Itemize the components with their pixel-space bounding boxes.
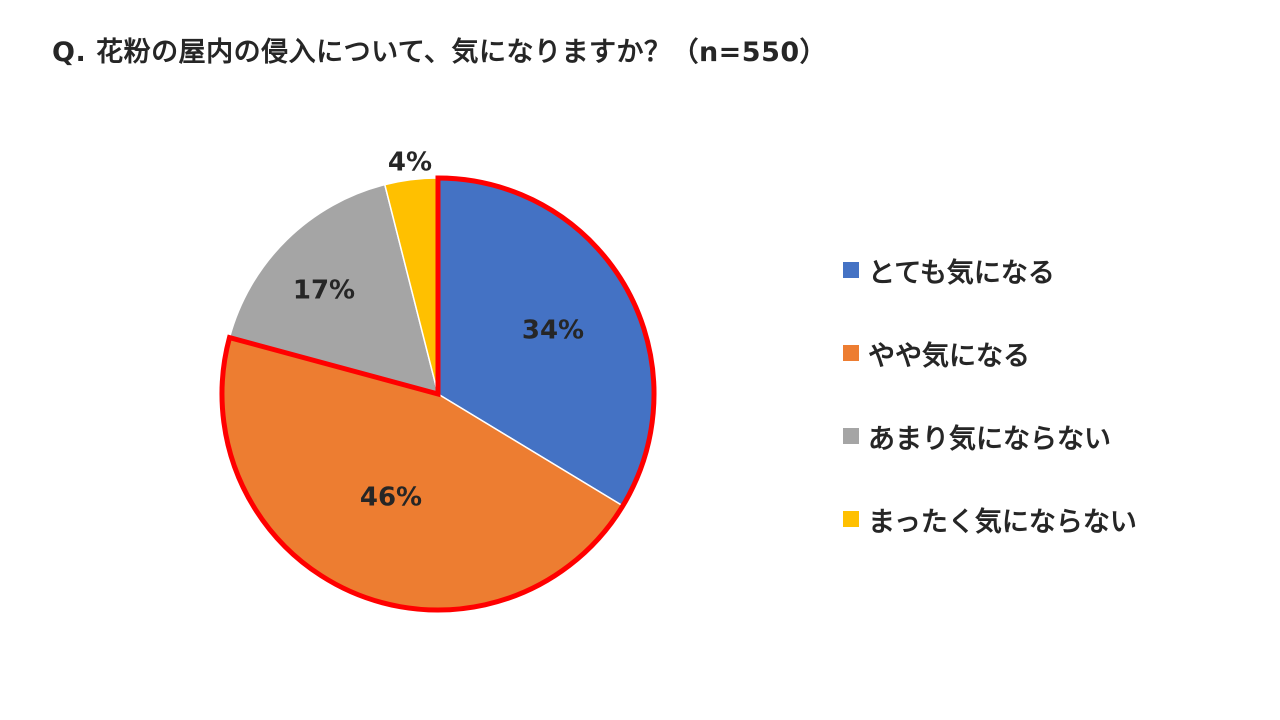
data-label-1: 46% — [360, 483, 422, 513]
pie-slice-2 — [228, 183, 440, 396]
legend-swatch-3 — [843, 511, 859, 527]
legend-item-0: とても気になる — [843, 250, 1055, 290]
highlight-outline — [219, 175, 657, 613]
highlight-outline-path — [219, 175, 657, 613]
data-label-2: 17% — [293, 276, 355, 306]
chart-title: Q. 花粉の屋内の侵入について、気になりますか？（n=550） — [52, 37, 828, 68]
legend-label-2: あまり気にならない — [868, 423, 1111, 455]
data-label-3: 4% — [388, 148, 432, 178]
data-label-0: 34% — [522, 316, 584, 346]
legend-item-3: まったく気にならない — [843, 499, 1137, 539]
legend-swatch-2 — [843, 428, 859, 444]
legend-label-1: やや気になる — [868, 340, 1030, 372]
legend-label-3: まったく気にならない — [868, 506, 1137, 538]
legend-item-2: あまり気にならない — [843, 416, 1111, 456]
pie-data-labels: 34% 46% 17% 4% — [293, 148, 584, 513]
legend-label-0: とても気になる — [868, 257, 1055, 289]
legend-swatch-1 — [843, 345, 859, 361]
legend-item-1: やや気になる — [843, 333, 1030, 373]
legend-swatch-0 — [843, 262, 859, 278]
